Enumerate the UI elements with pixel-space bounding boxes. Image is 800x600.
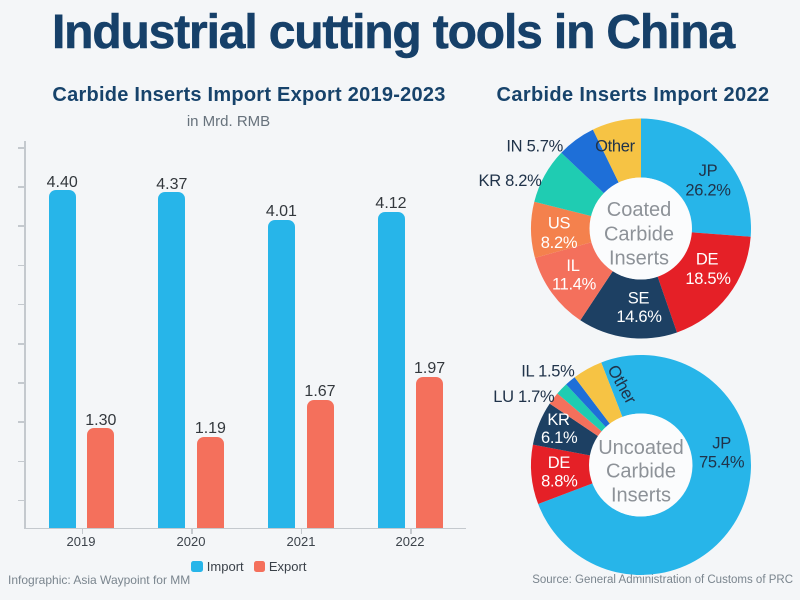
svg-text:Inserts: Inserts — [609, 248, 669, 270]
svg-text:LU 1.7%: LU 1.7% — [493, 388, 555, 406]
svg-text:US: US — [548, 215, 571, 233]
svg-text:14.6%: 14.6% — [616, 308, 662, 326]
svg-text:JP: JP — [712, 434, 731, 452]
svg-text:8.2%: 8.2% — [541, 234, 578, 252]
svg-text:6.1%: 6.1% — [541, 429, 578, 447]
svg-text:18.5%: 18.5% — [685, 270, 731, 288]
svg-text:Carbide: Carbide — [604, 224, 674, 246]
svg-text:11.4%: 11.4% — [552, 276, 597, 294]
svg-text:DE: DE — [696, 251, 719, 269]
svg-text:Uncoated: Uncoated — [598, 437, 684, 459]
svg-text:SE: SE — [628, 290, 650, 308]
svg-text:IL: IL — [566, 257, 579, 275]
svg-text:KR 8.2%: KR 8.2% — [478, 172, 542, 190]
svg-text:26.2%: 26.2% — [685, 182, 731, 200]
svg-text:Coated: Coated — [607, 199, 672, 221]
svg-text:Inserts: Inserts — [611, 485, 671, 507]
svg-text:DE: DE — [548, 454, 571, 472]
svg-text:IN 5.7%: IN 5.7% — [506, 137, 563, 155]
svg-text:JP: JP — [699, 162, 718, 180]
svg-text:8.8%: 8.8% — [541, 473, 578, 491]
svg-text:75.4%: 75.4% — [699, 454, 745, 472]
svg-text:IL 1.5%: IL 1.5% — [521, 363, 575, 381]
svg-text:KR: KR — [547, 411, 570, 429]
svg-text:Other: Other — [595, 137, 636, 155]
svg-text:Carbide: Carbide — [606, 461, 676, 483]
